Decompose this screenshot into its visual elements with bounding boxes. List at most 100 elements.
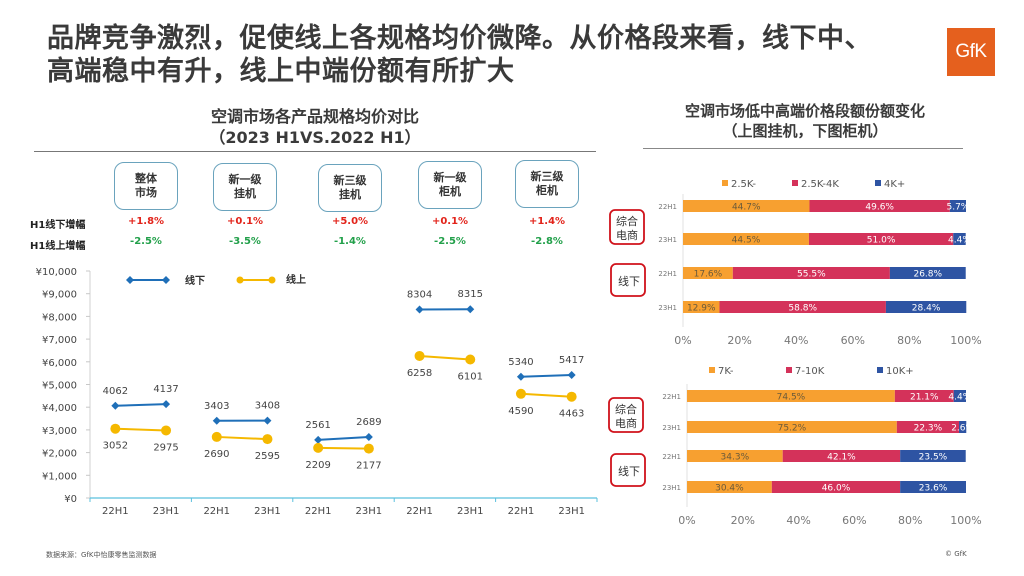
online-series-line <box>216 435 268 441</box>
bar-x-tick-label: 40% <box>786 514 810 527</box>
offline-data-point <box>111 401 120 410</box>
offline-data-point <box>516 372 525 381</box>
bar-value-label: 49.6% <box>865 203 894 213</box>
bar-segment <box>683 233 809 245</box>
bar-segment <box>953 390 966 402</box>
legend-swatch <box>877 367 883 373</box>
bar-x-tick-label: 80% <box>897 334 921 347</box>
bar-segment <box>896 421 960 433</box>
ecommerce-channel-box <box>608 397 644 433</box>
bar-row-label: 23H1 <box>662 424 681 432</box>
category-label: 新三级 柜机 <box>530 170 564 197</box>
bar-segment <box>953 233 966 245</box>
bar-segment <box>782 450 901 462</box>
x-tick-label: 23H1 <box>153 506 180 517</box>
legend-swatch <box>709 367 715 373</box>
left-title-divider <box>34 151 596 152</box>
y-tick-label: ¥8,000 <box>42 312 77 323</box>
category-label: 新三级 挂机 <box>333 174 367 201</box>
bar-segment <box>687 390 895 402</box>
bar-value-label: 21.1% <box>910 393 939 403</box>
offline-channel-box <box>610 263 646 297</box>
legend-online-marker <box>268 276 276 284</box>
offline-growth-value: +0.1% <box>226 216 264 227</box>
y-tick-label: ¥9,000 <box>42 290 77 301</box>
data-label: 2689 <box>356 417 381 428</box>
data-label: 2595 <box>255 451 280 462</box>
bar-value-label: 23.6% <box>919 484 948 494</box>
data-label: 5340 <box>508 357 533 368</box>
data-label: 4062 <box>103 386 128 397</box>
y-tick-label: ¥1,000 <box>42 471 77 482</box>
bar-segment <box>809 200 950 212</box>
bar-row-label: 23H1 <box>658 236 677 244</box>
legend-offline-marker <box>126 276 134 284</box>
bar-value-label: 28.4% <box>912 304 941 314</box>
data-label: 4463 <box>559 409 584 420</box>
y-tick-label: ¥5,000 <box>42 381 77 392</box>
y-tick-label: ¥0 <box>64 494 77 505</box>
y-tick-label: ¥3,000 <box>42 426 77 437</box>
online-data-point <box>566 391 577 402</box>
offline-series-line <box>115 403 167 407</box>
offline-data-point <box>364 432 373 441</box>
online-growth-value: -1.4% <box>334 236 366 247</box>
online-growth-value: -2.5% <box>130 236 162 247</box>
bar-x-tick-label: 20% <box>731 514 755 527</box>
headline-line-1: 品牌竞争激烈，促使线上各规格均价微降。从价格段来看，线下中、 <box>47 23 872 54</box>
bar-x-tick-label: 60% <box>842 514 866 527</box>
data-label: 3408 <box>255 401 280 412</box>
bar-segment <box>885 301 967 313</box>
offline-growth-value: +5.0% <box>331 216 369 227</box>
bar-row-label: 23H1 <box>658 304 677 312</box>
category-box: 新三级 挂机 <box>318 164 382 212</box>
avg-price-line-chart: ¥0 ¥1,000 ¥2,000 ¥3,000 ¥4,000 ¥5,000 ¥6,000 ¥7… <box>36 267 598 517</box>
data-label: 2209 <box>305 460 330 471</box>
offline-series-line <box>520 374 572 378</box>
x-tick-label: 22H1 <box>203 506 230 517</box>
offline-data-point <box>162 400 171 409</box>
category-box: 新三级 柜机 <box>515 160 579 208</box>
bar-value-label: 58.8% <box>788 304 817 314</box>
bar-value-label: 22.3% <box>914 424 943 434</box>
online-data-point <box>262 434 273 445</box>
online-data-point <box>161 425 172 436</box>
bar-segment <box>808 233 954 245</box>
bar-x-tick-label: 100% <box>950 514 981 527</box>
left-title-line-1: 空调市场各产品规格均价对比 <box>210 107 419 126</box>
bar-value-label: 26.8% <box>913 270 942 280</box>
bar-x-tick-label: 80% <box>898 514 922 527</box>
bar-segment <box>687 450 783 462</box>
headline-line-2: 高端稳中有升，线上中端份额有所扩大 <box>47 56 515 87</box>
bar-value-label: 55.5% <box>797 270 826 280</box>
offline-data-point <box>567 371 576 380</box>
bar-x-tick-label: 100% <box>950 334 981 347</box>
right-title-line-1: 空调市场低中高端价格段额份额变化 <box>684 102 925 120</box>
offline-data-point <box>263 416 272 425</box>
bar-value-label: 42.1% <box>827 453 856 463</box>
legend-label: 4K+ <box>884 179 905 190</box>
online-data-point <box>211 431 222 442</box>
online-series-line <box>520 392 572 398</box>
category-box: 整体 市场 <box>114 162 178 210</box>
y-tick-label: ¥2,000 <box>42 449 77 460</box>
right-chart-title: 空调市场低中高端价格段额份额变化 （上图挂机，下图柜机） <box>640 101 970 141</box>
legend-label: 2.5K-4K <box>801 179 839 190</box>
x-tick-label: 23H1 <box>457 506 484 517</box>
data-label: 2561 <box>305 420 330 431</box>
bar-segment <box>683 200 810 212</box>
offline-channel-label: 线下 <box>618 464 640 478</box>
x-tick-label: 23H1 <box>254 506 281 517</box>
legend-label: 7K- <box>718 366 734 377</box>
category-box: 新一级 挂机 <box>213 163 277 211</box>
bar-value-label: 4.4% <box>948 393 971 403</box>
bar-x-tick-label: 20% <box>727 334 751 347</box>
bar-overflow-mask <box>966 358 1024 499</box>
bar-segment <box>719 301 886 313</box>
x-tick-label: 23H1 <box>558 506 585 517</box>
bar-segment <box>683 267 733 279</box>
logo-text: GfK <box>955 41 987 62</box>
bar-row-label: 22H1 <box>662 393 681 401</box>
online-growth-value: -3.5% <box>229 236 261 247</box>
legend-label: 10K+ <box>886 366 914 377</box>
